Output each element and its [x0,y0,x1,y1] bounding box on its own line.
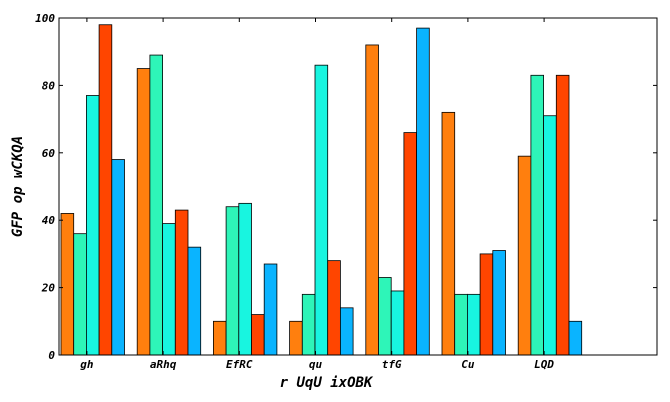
x-axis: gh aRhq EfRC qu tfG Cu LQD [80,18,554,371]
y-tick-label: 20 [41,282,56,295]
bar-tfG-s1 [365,44,379,356]
bar-EfRC-s3 [238,202,252,356]
bar-gh-s3 [86,95,100,356]
y-tick-label: 60 [42,147,56,160]
x-tick-label: LQD [534,358,554,371]
bar-qu-s2 [301,293,316,356]
x-tick-label: gh [80,358,94,371]
bar-LQD-s2 [530,74,545,356]
y-tick-label: 0 [48,349,55,362]
bar-aRhq-s2 [149,54,163,356]
bar-aRhq-s5 [187,246,202,356]
bar-gh-s2 [73,233,87,356]
bar-tfG-s4 [403,132,417,356]
bar-LQD-s1 [517,155,532,356]
bar-gh-s4 [98,24,113,356]
bar-aRhq-s4 [174,209,189,356]
bar-qu-s3 [314,64,329,356]
y-axis-title: GFP op wCKQA [10,136,26,237]
y-tick-label: 40 [42,214,56,227]
bar-tfG-s2 [378,277,392,356]
y-tick-label: 100 [35,12,55,25]
bar-qu-s4 [327,260,341,356]
x-axis-title: r UqU ixOBK [280,375,374,391]
bar-Cu-s3 [466,293,481,356]
x-tick-label: tfG [382,358,402,371]
bar-LQD-s4 [555,74,570,356]
y-tick-label: 80 [42,79,56,92]
x-tick-label: aRhq [150,358,177,371]
bar-Cu-s1 [441,111,456,356]
bar-EfRC-s5 [263,263,278,356]
bar-qu-s1 [289,320,303,356]
bar-gh-s1 [60,213,75,356]
bar-EfRC-s1 [212,320,227,356]
x-tick-label: EfRC [226,358,253,371]
bar-gh-s5 [111,159,125,356]
bars-layer [60,24,583,356]
bar-aRhq-s3 [162,223,176,356]
y-axis: 0 20 40 60 80 100 [35,12,657,362]
bar-aRhq-s1 [136,68,151,356]
x-tick-label: Cu [461,358,475,371]
bar-tfG-s3 [390,290,405,356]
bar-Cu-s4 [479,253,494,356]
bar-LQD-s5 [568,320,583,356]
bar-tfG-s5 [416,27,430,356]
bar-EfRC-s4 [251,314,265,356]
bar-Cu-s5 [492,250,506,356]
bar-Cu-s2 [454,293,468,356]
bar-LQD-s3 [543,115,557,356]
x-tick-label: qu [309,358,323,371]
bar-EfRC-s2 [225,206,240,356]
bar-qu-s5 [339,307,354,356]
plot-frame [58,17,658,356]
